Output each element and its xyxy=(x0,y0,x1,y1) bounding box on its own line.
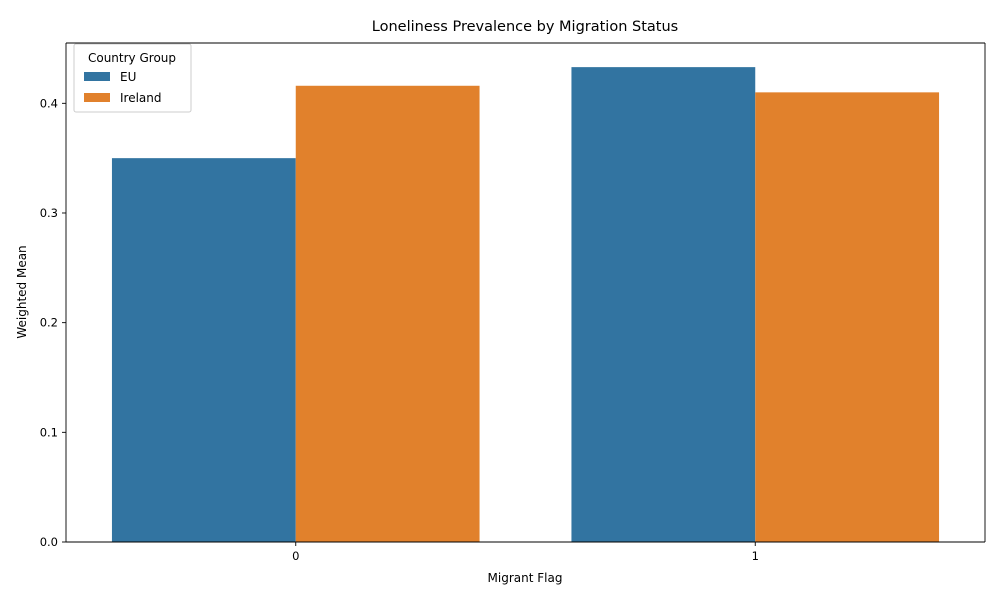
legend-swatch-eu xyxy=(84,72,110,81)
bar-ireland-0 xyxy=(295,85,480,543)
plot-area xyxy=(111,67,940,543)
bar-ireland-1 xyxy=(755,92,940,542)
legend-title: Country Group xyxy=(88,51,176,65)
y-ticks: 0.0 0.1 0.2 0.3 0.4 xyxy=(40,96,66,549)
chart-title: Loneliness Prevalence by Migration Statu… xyxy=(372,19,678,35)
y-tick-label: 0.2 xyxy=(40,316,58,330)
x-axis-label: Migrant Flag xyxy=(488,571,563,585)
x-tick-label: 1 xyxy=(752,549,759,563)
y-tick-label: 0.1 xyxy=(40,425,58,439)
y-tick-label: 0.4 xyxy=(40,96,58,110)
legend: Country Group EU Ireland xyxy=(73,43,192,113)
x-tick-label: 0 xyxy=(292,549,299,563)
bar-eu-0 xyxy=(111,158,296,542)
legend-label-eu: EU xyxy=(120,70,136,84)
y-tick-label: 0.3 xyxy=(40,206,58,220)
bar-eu-1 xyxy=(571,67,756,542)
y-axis-label: Weighted Mean xyxy=(15,245,29,338)
legend-swatch-ireland xyxy=(84,93,110,102)
y-tick-label: 0.0 xyxy=(40,535,58,549)
legend-label-ireland: Ireland xyxy=(120,91,162,105)
